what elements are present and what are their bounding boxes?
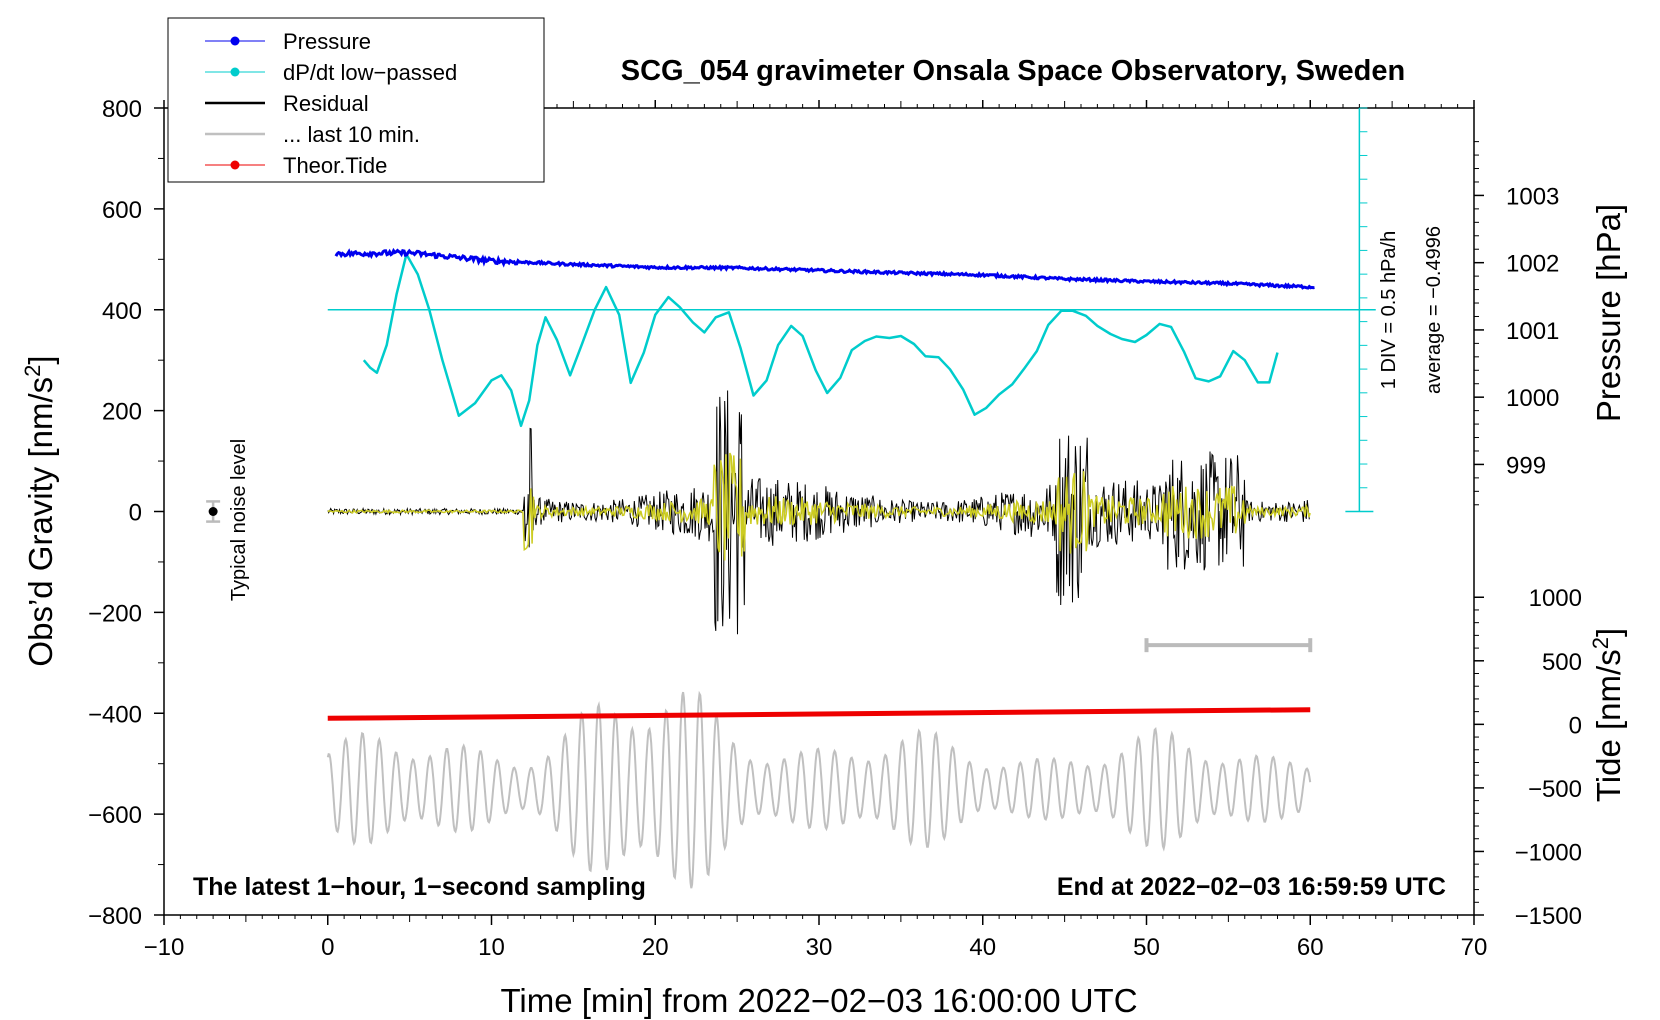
tide-tick-label: 0 [1569,712,1582,739]
average-label: average = −0.4996 [1423,226,1445,394]
legend-box [167,17,545,183]
residual-filtered-series-line [327,452,1311,561]
y-axis-title-tide-sup: 2 [1588,637,1613,649]
y-tick-label: 600 [102,197,142,224]
legend-items: Pressure dP/dt low−passed Residual ... last… [205,29,457,178]
noise-label: Typical noise level [228,439,250,601]
x-tick-label: 30 [806,934,833,961]
y-axis-title-left: Obs’d Gravity [nm/s2] [20,355,59,666]
chart-title: SCG_054 gravimeter Onsala Space Observat… [621,55,1405,87]
legend-label: ... last 10 min. [283,122,420,147]
tide-tick-label: −1000 [1515,839,1582,866]
x-axis-title: Time [min] from 2022−02−03 16:00:00 UTC [500,982,1137,1019]
last10-series-line [326,690,1312,889]
pressure-tick-label: 1001 [1506,318,1559,345]
legend-swatch-dot [230,36,240,46]
y-tick-label: 400 [102,298,142,325]
axis-ticks: −10 0 10 20 30 40 50 60 70 800 600 400 200 0 −200 −400 −… [88,96,1582,961]
legend-swatch-dot [230,67,240,77]
y-axis-title-pressure: Pressure [hPa] [1590,204,1627,422]
x-tick-label: 10 [478,934,505,961]
y-tick-label: −200 [88,600,142,627]
y-axis-title-left-main: Obs’d Gravity [nm/s [22,377,59,667]
y-tick-label: −400 [88,701,142,728]
y-tick-label: 0 [129,500,142,527]
legend-swatch-dot [230,160,240,170]
pressure-tick-label: 1000 [1506,385,1559,412]
y-tick-label: −600 [88,802,142,829]
y-tick-label: 200 [102,399,142,426]
legend-label: Pressure [283,29,371,54]
tide-tick-label: 1000 [1529,585,1582,612]
legend: Pressure dP/dt low−passed Residual ... last… [167,17,545,183]
tide-tick-label: 500 [1542,649,1582,676]
series-layer [206,107,1376,889]
annotation-bottom-left: The latest 1−hour, 1−second sampling [193,873,646,901]
legend-label: Residual [283,91,369,116]
legend-label: Theor.Tide [283,153,387,178]
y-axis-title-tide-end: ] [1590,628,1627,637]
tide-tick-label: −500 [1528,776,1582,803]
y-tick-label: 800 [102,96,142,123]
y-axis-title-tide: Tide [nm/s2] [1588,628,1627,802]
y-axis-title-left-sup: 2 [20,365,45,377]
dpdt-series-line [362,253,1279,428]
y-tick-label: −800 [88,903,142,930]
x-tick-label: 50 [1133,934,1160,961]
pressure-tick-label: 999 [1506,452,1546,479]
x-tick-label: 20 [642,934,669,961]
tide-series-line [327,707,1311,721]
div-label: 1 DIV = 0.5 hPa/h [1378,231,1400,389]
pressure-tick-label: 1003 [1506,183,1559,210]
y-axis-title-tide-main: Tide [nm/s [1590,649,1627,802]
x-tick-label: 70 [1461,934,1488,961]
x-tick-label: 40 [969,934,996,961]
pressure-tick-label: 1002 [1506,251,1559,278]
x-tick-label: −10 [144,934,185,961]
x-tick-label: 60 [1297,934,1324,961]
pressure-series-line [334,247,1315,290]
x-tick-label: 0 [321,934,334,961]
y-axis-title-left-end: ] [22,355,59,364]
legend-label: dP/dt low−passed [283,60,457,85]
noise-point [208,507,218,516]
tide-tick-label: −1500 [1515,903,1582,930]
annotation-bottom-right: End at 2022−02−03 16:59:59 UTC [1057,873,1446,901]
